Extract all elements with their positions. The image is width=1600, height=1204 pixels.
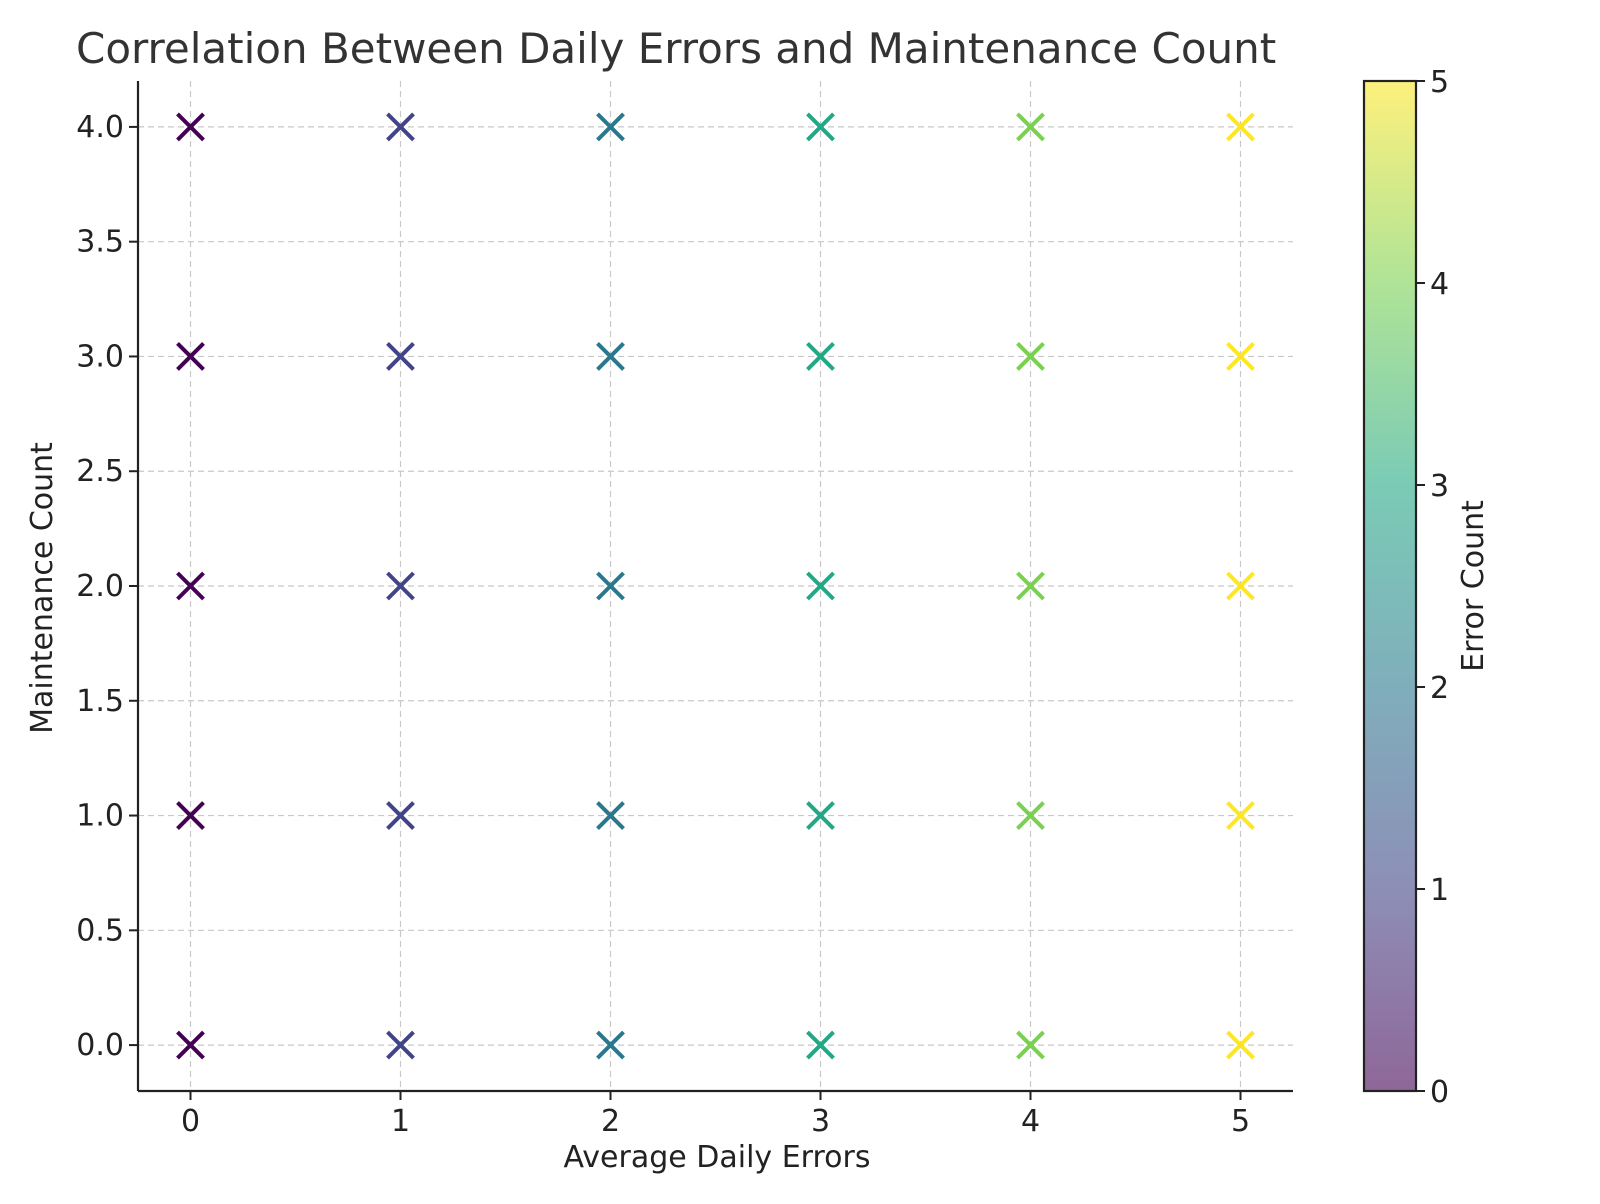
scatter-point xyxy=(1226,571,1255,601)
y-tick-label: 1.5 xyxy=(76,684,124,719)
y-tick-label: 2.5 xyxy=(76,454,124,489)
colorbar: 0 1 2 3 4 5 Error Count xyxy=(1362,65,1491,1110)
scatter-point xyxy=(1016,571,1045,601)
scatter-point xyxy=(1226,342,1255,371)
grid-lines xyxy=(138,81,1293,1091)
y-tick-label: 4.0 xyxy=(76,110,124,145)
scatter-point xyxy=(806,571,835,601)
colorbar-gradient xyxy=(1364,81,1416,1091)
x-axis-label: Average Daily Errors xyxy=(564,1140,871,1175)
scatter-point xyxy=(386,1030,415,1060)
scatter-point xyxy=(1226,1030,1255,1060)
scatter-point xyxy=(176,112,205,142)
y-tick-label: 1.0 xyxy=(76,799,124,834)
x-tick-label: 1 xyxy=(391,1104,410,1139)
scatter-point xyxy=(386,342,415,371)
x-tick-label: 5 xyxy=(1231,1104,1250,1139)
scatter-point xyxy=(176,571,205,601)
x-tick-label: 2 xyxy=(601,1104,620,1139)
scatter-point xyxy=(596,571,625,601)
scatter-point xyxy=(596,1030,625,1060)
colorbar-label: Error Count xyxy=(1456,500,1491,672)
colorbar-frame xyxy=(1362,79,1418,1093)
y-tick-label: 0.0 xyxy=(76,1028,124,1063)
scatter-point xyxy=(596,112,625,142)
scatter-points xyxy=(176,112,1255,1060)
colorbar-tick-label: 2 xyxy=(1430,671,1449,706)
y-axis-label: Maintenance Count xyxy=(25,442,60,734)
y-tick-label: 3.0 xyxy=(76,339,124,374)
scatter-point xyxy=(176,1030,205,1060)
scatter-point xyxy=(596,801,625,830)
scatter-point xyxy=(1016,801,1045,830)
colorbar-tick-label: 0 xyxy=(1430,1075,1449,1110)
scatter-point xyxy=(386,571,415,601)
colorbar-tick-label: 3 xyxy=(1430,469,1449,504)
scatter-point xyxy=(1016,1030,1045,1060)
scatter-point xyxy=(806,801,835,830)
scatter-point xyxy=(1226,112,1255,142)
scatter-point xyxy=(176,342,205,371)
x-tick-label: 0 xyxy=(181,1104,200,1139)
scatter-point xyxy=(806,1030,835,1060)
scatter-point xyxy=(596,342,625,371)
scatter-point xyxy=(386,801,415,830)
scatter-point xyxy=(806,342,835,371)
colorbar-tick-label: 1 xyxy=(1430,873,1449,908)
axes: 0 1 2 3 4 5 0.0 0.5 1.0 1.5 2.0 2.5 3.0 3.5 4.0 xyxy=(76,81,1293,1139)
y-tick-label: 0.5 xyxy=(76,913,124,948)
y-tick-label: 3.5 xyxy=(76,225,124,260)
x-tick-label: 4 xyxy=(1021,1104,1040,1139)
colorbar-tick-label: 4 xyxy=(1430,267,1449,302)
colorbar-ticks: 0 1 2 3 4 5 xyxy=(1416,65,1449,1110)
chart-title: Correlation Between Daily Errors and Mai… xyxy=(76,24,1276,73)
y-tick-label: 2.0 xyxy=(76,569,124,604)
scatter-point xyxy=(386,112,415,142)
scatter-point xyxy=(1016,342,1045,371)
scatter-point xyxy=(1226,801,1255,830)
scatter-point xyxy=(1016,112,1045,142)
x-tick-label: 3 xyxy=(811,1104,830,1139)
colorbar-tick-label: 5 xyxy=(1430,65,1449,100)
scatter-point xyxy=(806,112,835,142)
scatter-point xyxy=(176,801,205,830)
